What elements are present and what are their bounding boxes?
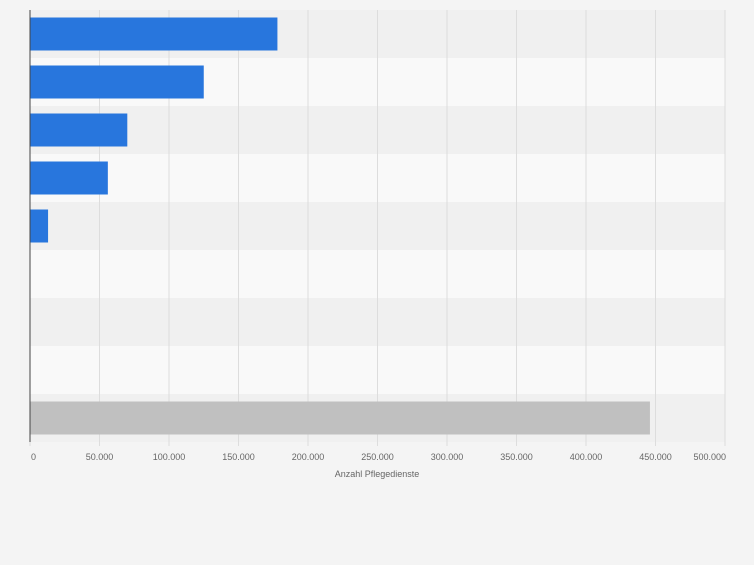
bar <box>30 65 204 99</box>
gridlines <box>99 10 726 442</box>
x-tick-label: 50.000 <box>86 452 114 462</box>
bars <box>30 17 650 435</box>
bar <box>30 161 108 195</box>
x-axis-label: Anzahl Pflegedienste <box>335 469 420 479</box>
x-axis-ticks: 0 50.000 100.000 150.000 200.000 250.000 300.0… <box>29 442 726 462</box>
x-tick-label: 100.000 <box>153 452 186 462</box>
x-tick-label: 450.000 <box>639 452 672 462</box>
x-tick-label: 250.000 <box>361 452 394 462</box>
bar <box>30 113 128 147</box>
x-tick-label: 300.000 <box>431 452 464 462</box>
bar <box>30 17 278 51</box>
x-tick-label: 400.000 <box>570 452 603 462</box>
bar <box>30 401 650 435</box>
bar <box>30 209 49 243</box>
x-tick-label: 150.000 <box>222 452 255 462</box>
x-tick-label: 0 <box>31 452 36 462</box>
x-tick-label: 350.000 <box>500 452 533 462</box>
x-tick-label: 200.000 <box>292 452 325 462</box>
x-tick-label: 500.000 <box>693 452 726 462</box>
